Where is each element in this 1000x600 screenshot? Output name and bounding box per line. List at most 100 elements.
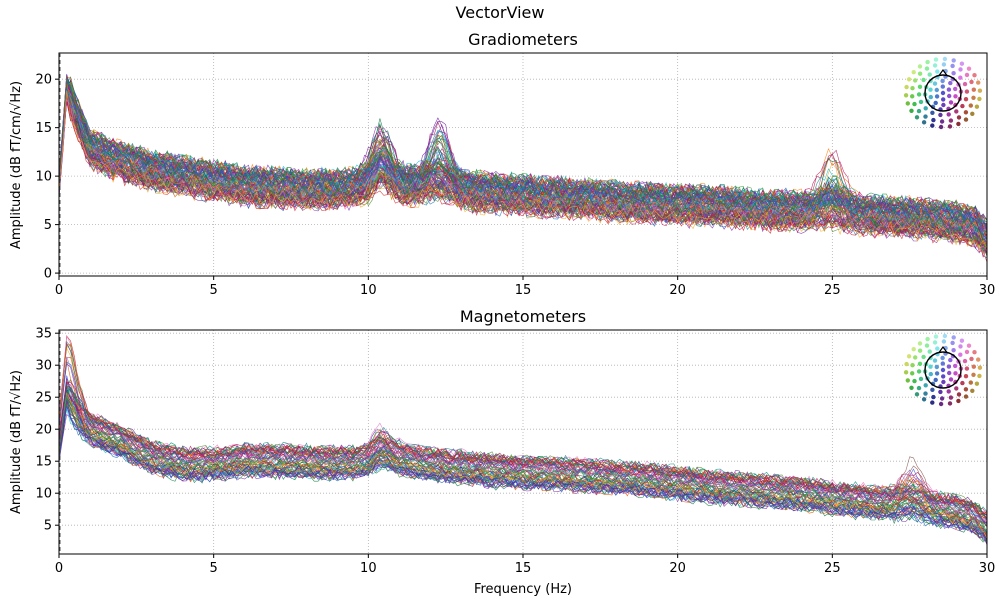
sensor-dot xyxy=(969,79,974,85)
sensor-dot xyxy=(953,94,958,99)
sensor-dot xyxy=(910,371,915,376)
sensor-dot xyxy=(903,93,909,98)
sensor-dot xyxy=(939,119,945,124)
sensor-dot xyxy=(947,370,952,376)
sensor-dot xyxy=(956,398,961,404)
y-tick-label: 15 xyxy=(35,455,52,470)
sensor-dot xyxy=(904,361,909,367)
channel-trace xyxy=(58,406,988,538)
sensor-dot xyxy=(930,387,935,392)
sensor-dot xyxy=(933,57,939,62)
x-tick-label: 20 xyxy=(669,561,686,576)
sensor-dot xyxy=(954,109,959,114)
sensor-dot xyxy=(942,333,948,339)
channel-trace xyxy=(58,80,988,236)
sensor-dot xyxy=(968,380,973,385)
x-tick-label: 5 xyxy=(210,283,218,298)
sensor-dot xyxy=(917,348,923,353)
sensor-dot xyxy=(950,340,955,346)
sensor-dot xyxy=(928,364,933,369)
channel-trace xyxy=(58,86,988,241)
sensor-dot xyxy=(970,388,975,393)
sensor-dot xyxy=(917,341,923,346)
sensor-dot xyxy=(966,343,972,348)
sensor-dot xyxy=(976,80,981,85)
sensor-dot xyxy=(964,72,970,78)
sensor-dot xyxy=(930,123,935,128)
sensor-dot xyxy=(966,66,972,71)
channel-trace xyxy=(58,392,988,540)
x-tick-label: 0 xyxy=(55,561,63,576)
x-tick-label: 25 xyxy=(824,283,841,298)
y-tick-label: 10 xyxy=(35,487,52,502)
figure-suptitle: VectorView xyxy=(456,3,545,22)
channel-trace xyxy=(58,391,988,532)
sensor-dot xyxy=(969,356,974,362)
sensor-dot xyxy=(924,343,930,348)
sensor-dot xyxy=(946,112,951,117)
sensor-layout-inset xyxy=(903,333,983,407)
x-tick-label: 10 xyxy=(360,283,377,298)
sensor-dot xyxy=(970,111,975,117)
sensor-dot xyxy=(933,100,938,106)
sensor-dot xyxy=(940,361,945,366)
tick-labels: 0 5 10 15 20 25 30 5 10 15 20 25 30 35 xyxy=(35,327,995,576)
channel-trace xyxy=(58,361,988,524)
sensor-dot xyxy=(972,73,977,78)
channel-trace xyxy=(58,97,988,263)
sensor-dot xyxy=(948,377,954,382)
x-tick-label: 20 xyxy=(669,283,686,298)
sensor-dot xyxy=(934,371,940,376)
sensor-dot xyxy=(904,84,909,90)
sensor-layout-inset xyxy=(903,56,983,130)
sensor-dot xyxy=(964,366,970,371)
channel-trace xyxy=(58,400,988,525)
sensor-dot xyxy=(953,363,958,369)
y-tick-label: 5 xyxy=(44,218,52,233)
sensor-dot xyxy=(954,386,959,391)
sensor-dot xyxy=(923,383,928,388)
sensor-dot xyxy=(962,358,968,364)
sensor-dot xyxy=(914,115,920,120)
sensor-dot xyxy=(964,89,970,94)
sensor-dot xyxy=(903,370,909,375)
y-tick-label: 25 xyxy=(35,391,52,406)
sensor-dot xyxy=(971,372,976,377)
sensor-dot xyxy=(950,63,955,69)
sensor-dot xyxy=(958,75,963,80)
channel-traces xyxy=(58,73,988,263)
gradiometers-ylabel: Amplitude (dB fT/cm/√Hz) xyxy=(9,81,24,249)
sensor-dot xyxy=(925,336,930,342)
sensor-dot xyxy=(909,385,914,390)
sensor-dot xyxy=(951,58,956,63)
sensor-dot xyxy=(921,120,927,125)
sensor-dot xyxy=(916,385,922,391)
sensor-dot xyxy=(962,81,968,87)
sensor-dot xyxy=(968,103,973,108)
sensor-dot xyxy=(958,67,963,72)
sensor-dot xyxy=(913,355,918,360)
sensor-dot xyxy=(940,84,945,89)
sensor-dot xyxy=(939,396,945,401)
sensor-dot xyxy=(916,369,922,374)
head-outline xyxy=(924,351,962,389)
sensor-dot xyxy=(951,71,956,76)
sensor-dot xyxy=(963,117,969,122)
x-tick-label: 5 xyxy=(210,561,218,576)
sensor-dot xyxy=(960,103,965,109)
sensor-dot xyxy=(912,101,917,107)
sensor-dot xyxy=(974,381,980,386)
sensor-dot xyxy=(964,349,970,355)
sensor-dot xyxy=(938,112,943,118)
y-tick-label: 15 xyxy=(35,121,52,136)
sensor-dot xyxy=(971,95,976,101)
sensor-dot xyxy=(934,364,939,370)
sensor-dot xyxy=(977,365,983,370)
sensor-dot xyxy=(932,63,938,68)
y-tick-label: 0 xyxy=(44,267,52,282)
sensor-dot xyxy=(917,64,923,69)
channel-trace xyxy=(58,90,988,249)
sensor-dot xyxy=(912,378,917,384)
channel-trace xyxy=(58,82,988,225)
